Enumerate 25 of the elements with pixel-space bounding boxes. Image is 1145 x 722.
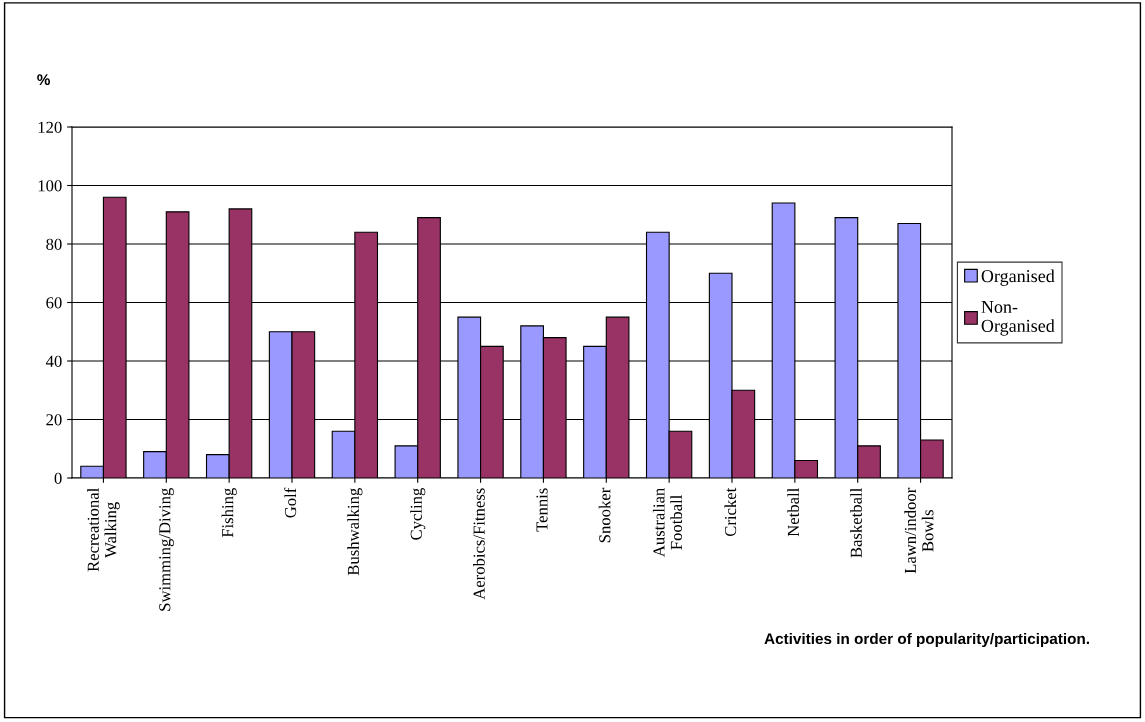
y-tick-label: 100 <box>38 180 62 192</box>
x-tick-label: Cricket <box>724 487 737 537</box>
legend-label: Non- Organised <box>981 301 1055 336</box>
y-tick-label: 20 <box>46 414 62 426</box>
x-tick-label: Australian Football <box>652 487 683 557</box>
y-tick-label: 80 <box>46 238 62 250</box>
x-tick-label: Bushwalking <box>347 488 363 576</box>
x-tick-label: Swimming/Diving <box>159 488 174 611</box>
x-tick-label: Basketball <box>850 488 862 558</box>
y-tick-label: 0 <box>54 472 62 484</box>
x-tick-label: Recreational Walking <box>87 488 120 572</box>
x-axis-title: Activities in order of popularity/participation. <box>764 632 1089 648</box>
x-tick-label: Snooker <box>598 487 611 543</box>
x-tick-label: Aerobics/Fitness <box>473 488 485 600</box>
y-tick-label: 40 <box>45 355 62 367</box>
x-tick-label: Golf <box>284 487 297 518</box>
x-tick-label: Netball <box>787 488 800 537</box>
x-tick-label: Fishing <box>221 488 237 538</box>
x-tick-label: Tennis <box>536 488 548 532</box>
y-tick-label: 120 <box>38 121 62 133</box>
y-axis-title: % <box>37 74 50 85</box>
legend-label: Organised <box>981 269 1055 286</box>
x-tick-label: Lawn/indoor Bowls <box>904 487 934 574</box>
x-tick-label: Cycling <box>410 488 426 540</box>
y-tick-label: 60 <box>46 297 62 309</box>
